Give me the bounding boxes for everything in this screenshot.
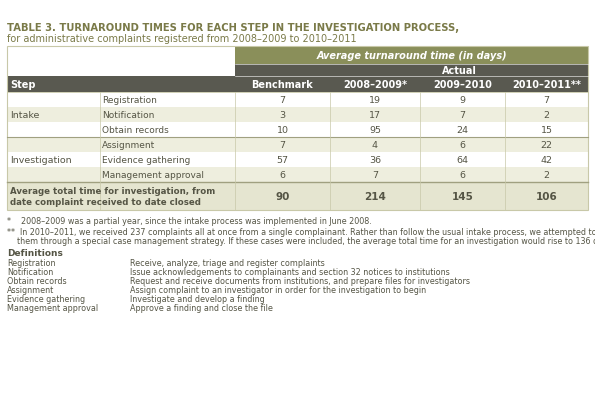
Text: 42: 42 [540, 156, 553, 164]
Text: 3: 3 [280, 111, 286, 120]
Bar [7, 93, 588, 108]
Text: 7: 7 [543, 96, 550, 105]
Text: 2008–2009*: 2008–2009* [343, 80, 407, 90]
Text: them through a special case management strategy. If these cases were included, t: them through a special case management s… [7, 237, 595, 245]
Text: 6: 6 [459, 141, 465, 150]
Text: 64: 64 [456, 156, 468, 164]
Text: Definitions: Definitions [7, 248, 63, 257]
Text: Average total time for investigation, from
date complaint received to date close: Average total time for investigation, fr… [10, 186, 215, 207]
Text: Intake: Intake [10, 111, 39, 120]
Text: Registration: Registration [102, 96, 157, 105]
Text: 2: 2 [543, 111, 550, 120]
Text: 90: 90 [275, 192, 290, 201]
Text: Notification: Notification [102, 111, 154, 120]
Text: 10: 10 [277, 126, 289, 135]
Text: **  In 2010–2011, we received 237 complaints all at once from a single complaina: ** In 2010–2011, we received 237 complai… [7, 227, 595, 237]
Text: *    2008–2009 was a partial year, since the intake process was implemented in J: * 2008–2009 was a partial year, since th… [7, 217, 372, 225]
Text: 22: 22 [540, 141, 553, 150]
Text: 9: 9 [459, 96, 465, 105]
Text: 106: 106 [536, 192, 558, 201]
Text: Investigation: Investigation [10, 156, 71, 164]
Text: Registration: Registration [7, 258, 55, 267]
Text: Assign complaint to an investigator in order for the investigation to begin: Assign complaint to an investigator in o… [130, 285, 426, 294]
Text: 36: 36 [369, 156, 381, 164]
Text: Assignment: Assignment [102, 141, 155, 150]
Text: Obtain records: Obtain records [102, 126, 169, 135]
Text: 6: 6 [459, 170, 465, 180]
Text: 19: 19 [369, 96, 381, 105]
Text: 24: 24 [456, 126, 468, 135]
Bar [330, 65, 588, 77]
Text: for administrative complaints registered from 2008–2009 to 2010–2011: for administrative complaints registered… [7, 34, 356, 44]
Text: 145: 145 [452, 192, 474, 201]
Bar [7, 47, 588, 211]
Text: 2009–2010: 2009–2010 [433, 80, 492, 90]
Text: 7: 7 [459, 111, 465, 120]
Text: Management approval: Management approval [7, 303, 98, 312]
Text: Benchmark: Benchmark [252, 80, 314, 90]
Text: Management approval: Management approval [102, 170, 204, 180]
Text: Issue acknowledgements to complainants and section 32 notices to institutions: Issue acknowledgements to complainants a… [130, 267, 450, 276]
Bar [235, 47, 588, 65]
Text: 214: 214 [364, 192, 386, 201]
Text: 15: 15 [540, 126, 553, 135]
Text: Step: Step [10, 80, 36, 90]
Bar [235, 65, 330, 77]
Text: 6: 6 [280, 170, 286, 180]
Text: Notification: Notification [7, 267, 53, 276]
Bar [7, 153, 588, 168]
Text: 4: 4 [372, 141, 378, 150]
Text: TABLE 3. TURNAROUND TIMES FOR EACH STEP IN THE INVESTIGATION PROCESS,: TABLE 3. TURNAROUND TIMES FOR EACH STEP … [7, 23, 459, 33]
Text: Investigate and develop a finding: Investigate and develop a finding [130, 294, 265, 303]
Text: 17: 17 [369, 111, 381, 120]
Text: Receive, analyze, triage and register complaints: Receive, analyze, triage and register co… [130, 258, 325, 267]
Text: Evidence gathering: Evidence gathering [102, 156, 190, 164]
Text: Request and receive documents from institutions, and prepare files for investiga: Request and receive documents from insti… [130, 276, 470, 285]
Bar [7, 77, 588, 93]
Text: Assignment: Assignment [7, 285, 54, 294]
Text: Average turnaround time (in days): Average turnaround time (in days) [316, 51, 507, 61]
Text: 2: 2 [543, 170, 550, 180]
Text: Actual: Actual [441, 66, 477, 76]
Text: 57: 57 [277, 156, 289, 164]
Bar [7, 138, 588, 153]
Text: Evidence gathering: Evidence gathering [7, 294, 85, 303]
Text: 7: 7 [372, 170, 378, 180]
Text: 95: 95 [369, 126, 381, 135]
Bar [7, 168, 588, 182]
Text: 2010–2011**: 2010–2011** [512, 80, 581, 90]
Text: Approve a finding and close the file: Approve a finding and close the file [130, 303, 273, 312]
Bar [7, 182, 588, 211]
Text: Obtain records: Obtain records [7, 276, 67, 285]
Text: 7: 7 [280, 96, 286, 105]
Text: 7: 7 [280, 141, 286, 150]
Bar [7, 108, 588, 123]
Bar [7, 123, 588, 138]
